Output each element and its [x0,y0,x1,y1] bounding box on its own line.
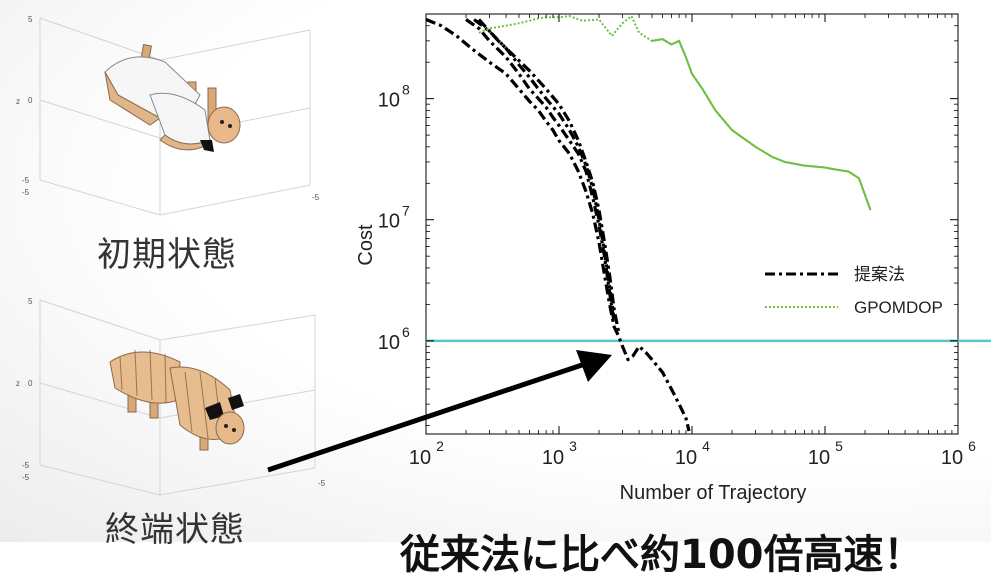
legend-label-gpomdop: GPOMDOP [854,298,943,317]
x-tick-label: 10 [542,447,564,469]
conclusion-text: 従来法に比べ約100倍高速！ [400,532,924,578]
final-xtick-m5: -5 [22,473,30,482]
final-zlabel: z [16,379,20,388]
initial-ztick-5: 5 [28,15,33,24]
chart-frame [425,13,959,435]
y-tick-label: 10 [378,332,400,354]
x-tick-label: 10 [675,447,697,469]
initial-robot-model [104,44,241,152]
final-ztick-m5: -5 [22,461,30,470]
final-ztick-0: 0 [28,379,33,388]
y-axis-label: Cost [355,224,377,266]
initial-xtick-m5: -5 [22,188,30,197]
x-tick-label: 10 [808,447,830,469]
y-tick-exponent: 7 [402,203,410,219]
pointer-arrow [267,350,612,473]
initial-ytick-m5: -5 [312,193,320,202]
chart-series [425,15,991,432]
initial-state-caption: 初期状態 [97,235,237,275]
initial-ztick-m5: -5 [22,176,30,185]
y-tick-label: 10 [378,90,400,112]
y-tick-label: 10 [378,211,400,233]
series-proposed-run [477,18,621,332]
x-tick-label: 10 [409,447,431,469]
y-tick-exponent: 6 [402,324,410,340]
x-tick-exponent: 5 [835,438,843,454]
x-tick-exponent: 2 [436,438,444,454]
final-robot-model [109,349,245,451]
x-tick-exponent: 4 [702,438,710,454]
final-ztick-5: 5 [28,297,33,306]
series-gpomdop-run-solid [651,38,872,211]
initial-ztick-0: 0 [28,96,33,105]
initial-state-plot: 5 0 -5 z -5 -5 [16,15,320,216]
legend-label-proposed: 提案法 [854,265,905,284]
initial-zlabel: z [16,97,20,106]
x-tick-exponent: 6 [968,438,976,454]
final-state-plot: 5 0 -5 z -5 -5 [16,297,326,496]
initial-state-panel: 5 0 -5 z -5 -5 初期状態 [0,0,330,275]
y-tick-exponent: 8 [402,82,410,98]
series-proposed-run [425,18,691,432]
x-axis-label: Number of Trajectory [620,482,807,504]
plot-area [425,13,959,435]
final-ytick-m5: -5 [318,479,326,488]
x-tick-exponent: 3 [569,438,577,454]
chart-legend: 提案法 GPOMDOP [765,265,943,317]
x-tick-label: 10 [941,447,963,469]
